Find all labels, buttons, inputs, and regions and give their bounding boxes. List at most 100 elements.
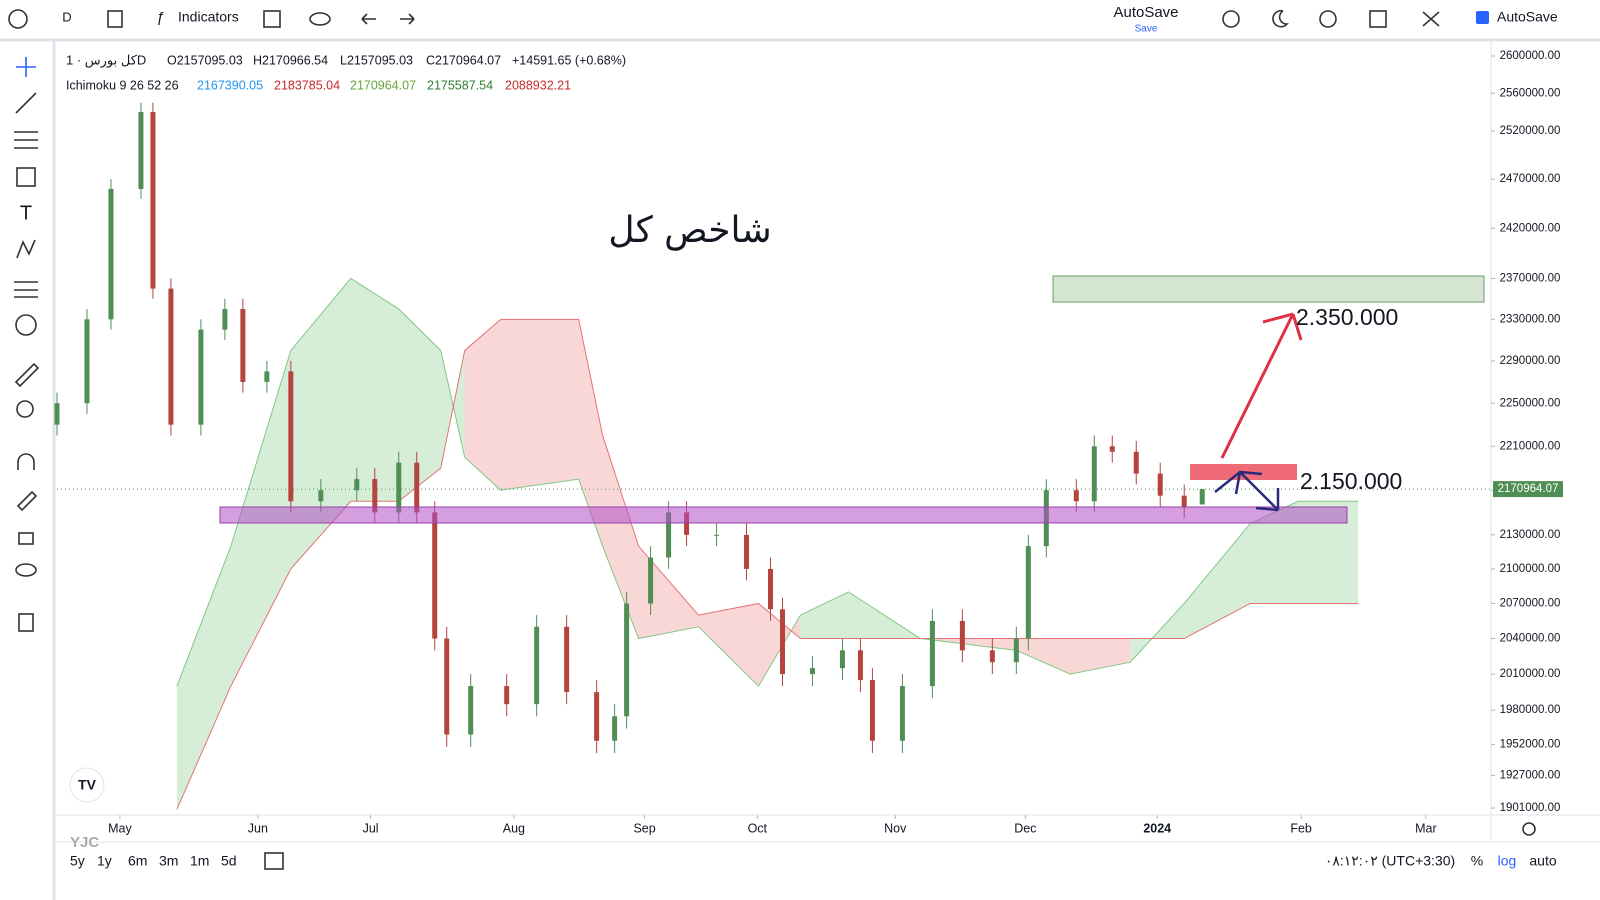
- shape-tool[interactable]: [16, 167, 36, 187]
- range-button[interactable]: 5y: [70, 853, 85, 869]
- save-label[interactable]: Save: [1135, 24, 1158, 35]
- candle-body: [198, 329, 204, 425]
- left-toolbar: T: [14, 40, 56, 900]
- hide[interactable]: [309, 12, 331, 26]
- ohlc-change: +14591.65 (+0.68%): [512, 53, 626, 67]
- candle-body: [504, 686, 510, 705]
- y-tick-label: 2600000.00: [1500, 50, 1561, 62]
- undo[interactable]: [361, 13, 376, 25]
- draw-mode[interactable]: [16, 490, 38, 512]
- support-band[interactable]: [219, 506, 1348, 524]
- magnet-tool[interactable]: [17, 453, 35, 470]
- ruler-tool[interactable]: [14, 362, 40, 388]
- theme[interactable]: [1272, 9, 1289, 28]
- lock-tool[interactable]: [18, 532, 34, 545]
- plot: 2600000.00 2560000.00 2520000.00 2470000.00…: [54, 50, 1563, 835]
- y-tick-label: 2420000.00: [1500, 222, 1561, 234]
- fx-icon[interactable]: ƒ: [156, 9, 164, 26]
- interval[interactable]: D: [62, 9, 71, 24]
- ohlc-high: H2170966.54: [253, 53, 328, 67]
- candle-body: [444, 638, 450, 735]
- crosshair-tool[interactable]: [16, 57, 36, 77]
- candle-body: [959, 620, 965, 651]
- settings[interactable]: [1222, 10, 1240, 28]
- range-button[interactable]: 1m: [190, 853, 209, 869]
- y-tick-label: 2290000.00: [1500, 355, 1561, 367]
- clock[interactable]: ۰۸:۱۲:۰۲ (UTC+3:30): [1325, 853, 1455, 869]
- auto-toggle[interactable]: auto: [1529, 853, 1556, 869]
- cloud-segment: [1298, 501, 1359, 604]
- text-tool[interactable]: T: [20, 202, 32, 224]
- candle-body: [222, 309, 228, 330]
- icon-tool[interactable]: [15, 314, 37, 336]
- fullscreen[interactable]: [1422, 11, 1440, 27]
- symbol[interactable]: کل بورس · 1D: [66, 52, 146, 68]
- indicator-name[interactable]: Ichimoku 9 26 52 26: [66, 78, 179, 92]
- candle-body: [138, 112, 144, 189]
- x-tick-label: 2024: [1143, 821, 1171, 835]
- share[interactable]: [1319, 10, 1337, 28]
- x-tick-label: Feb: [1290, 821, 1312, 835]
- visibility-tool[interactable]: [15, 563, 37, 577]
- candle-body: [768, 568, 774, 610]
- candle-body: [1199, 489, 1205, 505]
- candle-body: [54, 403, 60, 425]
- log-toggle[interactable]: log: [1498, 853, 1517, 869]
- candle-body: [666, 512, 672, 558]
- y-tick-label: 1901000.00: [1500, 802, 1561, 814]
- y-tick-label: 2100000.00: [1500, 563, 1561, 575]
- fib-tool[interactable]: [14, 131, 38, 149]
- target-zone[interactable]: [1052, 275, 1485, 303]
- candle-body: [1091, 446, 1097, 502]
- candle-body: [1025, 546, 1031, 639]
- snapshot[interactable]: [1369, 10, 1387, 28]
- x-tick-label: Dec: [1014, 821, 1036, 835]
- range-button[interactable]: 6m: [128, 853, 147, 869]
- x-tick-label: Jun: [248, 821, 268, 835]
- candle-body: [899, 686, 905, 741]
- zoom-tool[interactable]: [16, 400, 34, 418]
- range-button[interactable]: 3m: [159, 853, 178, 869]
- candle-body: [594, 692, 600, 741]
- layouts[interactable]: [263, 10, 281, 28]
- candle-body: [1013, 638, 1019, 663]
- goto-date[interactable]: [264, 852, 284, 870]
- annotation: 2.150.000: [1300, 468, 1402, 494]
- candle-body: [624, 603, 630, 717]
- pullback-arrows[interactable]: [1214, 470, 1280, 512]
- top-toolbar: D ƒ Indicators AutoSave Save AutoSave: [0, 4, 1600, 42]
- candle-body: [354, 479, 360, 491]
- indicators-button[interactable]: Indicators: [178, 9, 239, 25]
- remove-tool[interactable]: [18, 613, 34, 632]
- range-button[interactable]: 5d: [221, 853, 237, 869]
- candle-body: [1181, 495, 1187, 507]
- tv-logo-mark[interactable]: TV: [78, 777, 97, 793]
- redo[interactable]: [400, 13, 415, 25]
- axis-settings[interactable]: [1522, 822, 1536, 836]
- chart-type[interactable]: [107, 10, 123, 28]
- watermark: YJC: [70, 834, 99, 851]
- indicator-value: 2183785.04: [274, 78, 340, 92]
- indicator-value: 2088932.21: [505, 78, 571, 92]
- autosave-title[interactable]: AutoSave: [1113, 4, 1178, 21]
- x-tick-label: Jul: [363, 821, 379, 835]
- autosave-check-label[interactable]: AutoSave: [1497, 9, 1558, 25]
- cloud-segment: [1250, 501, 1299, 604]
- add-symbol[interactable]: [8, 9, 28, 29]
- pattern-tool[interactable]: [16, 239, 36, 259]
- candle-body: [432, 512, 438, 639]
- x-tick-label: May: [108, 821, 132, 835]
- up-arrow[interactable]: [1220, 312, 1303, 459]
- trendline-tool[interactable]: [15, 92, 37, 114]
- cloud-segment: [1070, 638, 1131, 675]
- percent-toggle[interactable]: %: [1471, 853, 1483, 869]
- prediction-tool[interactable]: [14, 281, 38, 298]
- autosave-checkbox[interactable]: [1476, 11, 1489, 24]
- y-tick-label: 1927000.00: [1500, 769, 1561, 781]
- bottom-bar: YJC ۰۸:۱۲:۰۲ (UTC+3:30) % log auto 5y 1y 6…: [70, 834, 1557, 870]
- tv-logo[interactable]: [69, 767, 105, 803]
- x-tick-label: Sep: [633, 821, 655, 835]
- range-button[interactable]: 1y: [97, 853, 112, 869]
- ohlc-close: C2170964.07: [426, 53, 501, 67]
